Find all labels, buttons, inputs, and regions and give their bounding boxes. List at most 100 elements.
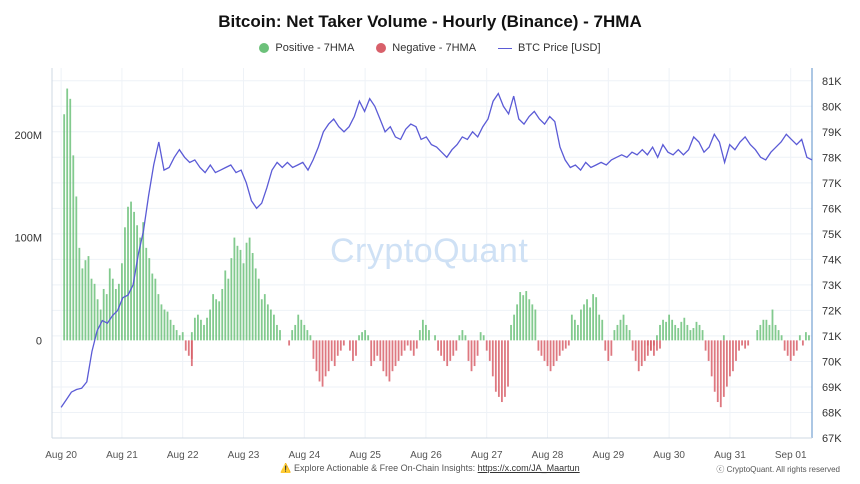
- warning-emoji-icon: ⚠️: [280, 463, 292, 473]
- legend-label-positive: Positive - 7HMA: [275, 42, 355, 54]
- positive-bar: [668, 314, 671, 341]
- left-axis-tick-label: 100M: [14, 233, 42, 245]
- positive-bar: [157, 294, 160, 341]
- positive-bar: [291, 330, 294, 341]
- positive-bar: [90, 278, 93, 341]
- right-axis-tick-label: 77K: [822, 178, 842, 190]
- positive-bar: [200, 319, 202, 341]
- chart-title: Bitcoin: Net Taker Volume - Hourly (Bina…: [218, 12, 642, 31]
- positive-bar: [531, 304, 534, 341]
- negative-bar: [382, 340, 385, 372]
- positive-bar: [692, 328, 695, 341]
- negative-bar: [564, 340, 567, 349]
- negative-bar: [412, 340, 415, 356]
- positive-bar: [303, 324, 306, 341]
- positive-bar: [698, 324, 701, 341]
- positive-bar: [206, 317, 208, 341]
- negative-bar: [379, 340, 382, 361]
- negative-bar: [504, 340, 506, 397]
- legend-item-price[interactable]: BTC Price [USD]: [498, 42, 601, 54]
- legend-item-negative[interactable]: Negative - 7HMA: [376, 42, 476, 54]
- negative-bar: [744, 340, 747, 349]
- negative-bar: [659, 340, 661, 349]
- negative-bar: [342, 340, 345, 346]
- positive-bar: [218, 301, 221, 341]
- positive-bar: [166, 311, 169, 341]
- positive-bar: [689, 330, 692, 341]
- positive-bar: [178, 335, 181, 341]
- right-axis-tick-label: 76K: [822, 203, 842, 215]
- positive-bar: [260, 299, 263, 341]
- positive-bar: [215, 299, 218, 341]
- positive-bar: [108, 268, 111, 341]
- positive-bar: [130, 201, 132, 341]
- positive-bar: [309, 335, 312, 341]
- positive-bar: [121, 263, 123, 341]
- positive-bar: [768, 324, 771, 341]
- legend-item-positive[interactable]: Positive - 7HMA: [259, 42, 354, 54]
- negative-bar: [537, 340, 540, 351]
- x-axis-tick-label: Aug 26: [410, 450, 442, 461]
- positive-bar: [81, 268, 84, 341]
- negative-bar: [795, 340, 798, 351]
- positive-bar: [239, 249, 242, 341]
- positive-bar: [418, 330, 421, 341]
- negative-bar: [324, 340, 327, 377]
- positive-bar: [598, 314, 601, 341]
- positive-bar: [136, 225, 139, 341]
- negative-bar: [735, 340, 737, 361]
- positive-bar: [139, 237, 142, 341]
- negative-bar: [610, 340, 613, 356]
- footer-link[interactable]: https://x.com/JA_Maartun: [477, 463, 580, 473]
- positive-bar: [114, 288, 117, 341]
- positive-bar: [294, 324, 297, 341]
- x-axis-tick-label: Aug 25: [349, 450, 381, 461]
- negative-bar: [352, 340, 354, 361]
- x-axis-tick-label: Aug 29: [592, 450, 624, 461]
- positive-bar: [805, 332, 807, 341]
- positive-bar: [172, 324, 175, 341]
- positive-bar: [230, 258, 233, 341]
- negative-bar: [403, 340, 406, 351]
- negative-bar: [415, 340, 418, 349]
- positive-bar: [777, 330, 780, 341]
- negative-bar: [400, 340, 403, 356]
- negative-bar: [713, 340, 716, 392]
- negative-bar: [789, 340, 792, 361]
- negative-bar: [567, 340, 570, 346]
- negative-bar: [649, 340, 652, 351]
- positive-bar: [434, 335, 436, 341]
- negative-bar: [637, 340, 640, 372]
- positive-bar: [756, 330, 759, 341]
- positive-bar: [464, 335, 467, 341]
- positive-bar: [209, 309, 211, 341]
- negative-bar: [470, 340, 473, 372]
- positive-bar: [306, 330, 309, 341]
- negative-bar: [488, 340, 491, 361]
- positive-bar: [181, 332, 184, 341]
- positive-bar: [96, 299, 99, 341]
- positive-bar: [212, 294, 215, 341]
- positive-bar: [701, 330, 704, 341]
- negative-bar: [184, 340, 187, 351]
- positive-bar: [680, 321, 683, 341]
- positive-bar: [519, 292, 522, 341]
- negative-bar: [555, 340, 558, 361]
- positive-bar: [361, 332, 363, 341]
- positive-bar: [683, 317, 686, 341]
- negative-bar: [729, 340, 731, 377]
- negative-bar: [449, 340, 452, 361]
- negative-bar: [339, 340, 342, 351]
- negative-bar: [716, 340, 719, 403]
- copyright-text: ⓒ CryptoQuant. All rights reserved: [716, 465, 840, 474]
- positive-bar: [127, 206, 129, 341]
- positive-bar: [765, 319, 768, 341]
- positive-bar: [102, 288, 105, 341]
- x-axis-tick-label: Sep 01: [775, 450, 807, 461]
- x-axis-tick-label: Aug 31: [714, 450, 746, 461]
- negative-bar: [732, 340, 734, 372]
- positive-bar: [510, 324, 512, 341]
- negative-bar: [546, 340, 549, 367]
- negative-bar: [783, 340, 786, 351]
- positive-bar: [227, 278, 230, 341]
